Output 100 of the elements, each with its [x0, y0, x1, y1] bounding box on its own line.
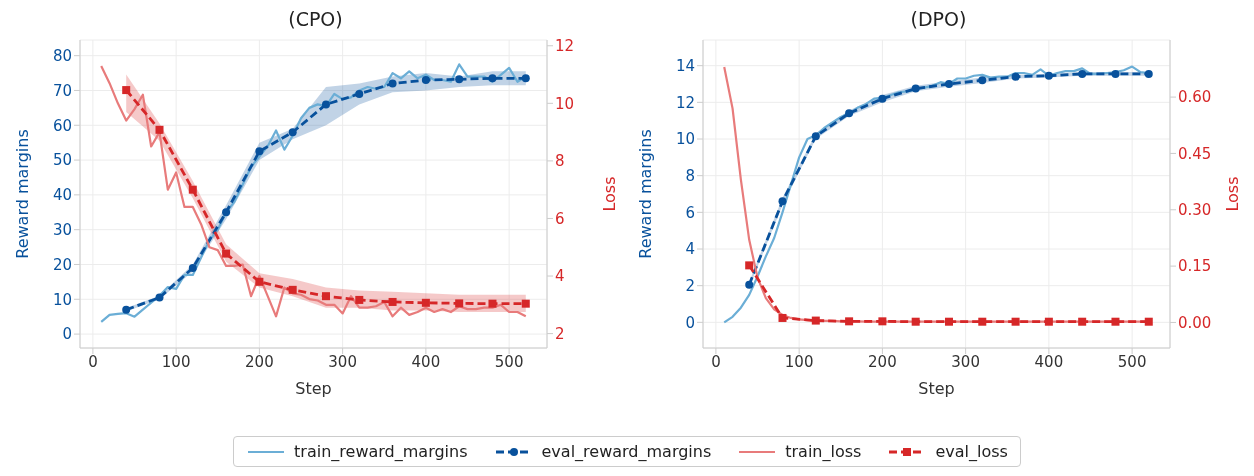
point	[255, 147, 264, 156]
point	[811, 316, 820, 325]
point	[521, 299, 530, 308]
point	[288, 285, 297, 294]
y2-tick-label: 12	[555, 37, 575, 56]
x-tick-label: 300	[951, 352, 980, 371]
y-tick-label: 10	[52, 290, 72, 309]
point	[188, 263, 197, 272]
y2-tick-label: 8	[555, 152, 565, 171]
y2-tick-label: 0.15	[1178, 257, 1212, 276]
y-axis-title: Reward margins	[12, 129, 32, 259]
x-tick-label: 200	[245, 352, 274, 371]
x-tick-label: 0	[711, 352, 721, 371]
point	[811, 132, 820, 141]
point	[944, 80, 953, 88]
point	[1044, 317, 1053, 326]
point	[944, 317, 953, 326]
y2-axis-title: Loss	[599, 176, 619, 212]
y-tick-label: 8	[685, 166, 695, 185]
x-tick-label: 500	[1117, 352, 1147, 371]
point	[878, 317, 887, 326]
legend-label: train_loss	[785, 442, 862, 461]
point	[1111, 69, 1120, 78]
x-tick-label: 300	[328, 352, 357, 371]
point	[1078, 69, 1087, 78]
y-tick-label: 50	[52, 151, 72, 170]
point	[488, 74, 497, 83]
y-axis-title: Reward margins	[635, 129, 655, 259]
point	[845, 317, 854, 326]
point	[1044, 71, 1053, 80]
point	[778, 313, 787, 322]
y2-tick-label: 0.00	[1178, 313, 1212, 332]
point	[778, 197, 787, 206]
point	[911, 317, 920, 326]
x-axis-title: Step	[918, 379, 955, 398]
point	[978, 317, 987, 326]
point	[1111, 317, 1120, 326]
point	[745, 261, 754, 270]
point	[845, 109, 854, 118]
y-tick-label: 4	[685, 240, 695, 259]
y2-tick-label: 4	[555, 267, 565, 286]
point	[321, 292, 330, 301]
legend-label: eval_loss	[935, 442, 1008, 461]
y2-tick-label: 0.30	[1178, 201, 1212, 220]
y-tick-label: 14	[675, 56, 695, 75]
y-tick-label: 2	[685, 276, 695, 295]
point	[155, 125, 164, 134]
x-tick-label: 400	[411, 352, 441, 371]
point	[745, 280, 754, 289]
point	[155, 293, 164, 302]
y2-tick-label: 0.60	[1178, 88, 1212, 107]
y-tick-label: 0	[685, 313, 695, 332]
point	[455, 75, 464, 84]
y-tick-label: 70	[52, 81, 72, 100]
y-tick-label: 30	[52, 221, 72, 239]
point	[255, 277, 264, 286]
point	[388, 297, 397, 306]
y-tick-label: 12	[675, 93, 695, 112]
point	[521, 74, 530, 83]
point	[911, 84, 920, 93]
y2-tick-label: 10	[555, 94, 575, 113]
y-tick-label: 0	[62, 325, 72, 344]
point	[355, 295, 364, 304]
point	[455, 299, 464, 308]
point	[388, 79, 397, 88]
y-tick-label: 6	[685, 203, 695, 222]
point	[355, 89, 364, 98]
point	[1144, 317, 1153, 326]
point	[488, 299, 497, 308]
x-tick-label: 100	[784, 352, 814, 371]
x-tick-label: 200	[868, 352, 897, 371]
x-tick-label: 500	[494, 352, 524, 371]
y2-axis-title: Loss	[1222, 176, 1242, 212]
legend-label: eval_reward_margins	[541, 442, 712, 461]
x-tick-label: 400	[1034, 352, 1064, 371]
x-tick-label: 0	[88, 352, 98, 371]
point	[188, 185, 197, 194]
point	[421, 298, 430, 307]
y2-tick-label: 0.45	[1178, 144, 1212, 163]
chart-title: (DPO)	[909, 8, 968, 32]
legend-label: train_reward_margins	[294, 442, 468, 461]
y-tick-label: 80	[52, 46, 72, 65]
y-tick-label: 40	[52, 186, 72, 205]
point	[421, 76, 430, 85]
point	[222, 208, 231, 217]
point	[288, 128, 297, 137]
point	[978, 76, 987, 85]
x-axis-title: Step	[295, 379, 332, 398]
point	[222, 249, 231, 258]
point	[1011, 317, 1020, 326]
chart-title: (CPO)	[287, 8, 344, 32]
point	[1144, 69, 1153, 78]
point	[321, 100, 330, 109]
point	[122, 305, 131, 314]
y-tick-label: 10	[675, 130, 695, 149]
y-tick-label: 60	[52, 116, 72, 135]
point	[878, 94, 887, 103]
y-tick-label: 20	[52, 255, 72, 274]
point	[1078, 317, 1087, 326]
point	[1011, 72, 1020, 81]
